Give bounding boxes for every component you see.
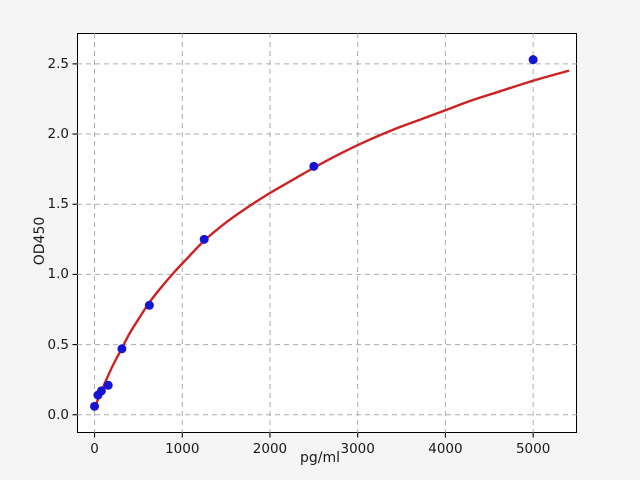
y-tick-label: 2.0 [47, 126, 69, 143]
y-tick-label: 0.5 [47, 336, 69, 353]
y-tick-label: 0.0 [47, 406, 69, 423]
x-tick-label: 3000 [340, 441, 375, 457]
x-tick-label: 0 [90, 441, 99, 457]
x-tick-label: 5000 [515, 441, 551, 457]
x-tick-label: 1000 [165, 441, 200, 457]
y-tick-label: 1.5 [47, 196, 69, 213]
x-tick-label: 2000 [252, 441, 288, 457]
x-axis-label: pg/ml [299, 450, 341, 466]
y-tick-label: 1.0 [47, 266, 69, 283]
y-axis-label: OD450 [32, 216, 48, 266]
x-tick-label: 4000 [428, 441, 463, 457]
y-tick-label: 2.5 [47, 55, 69, 72]
plot-area [77, 33, 577, 433]
